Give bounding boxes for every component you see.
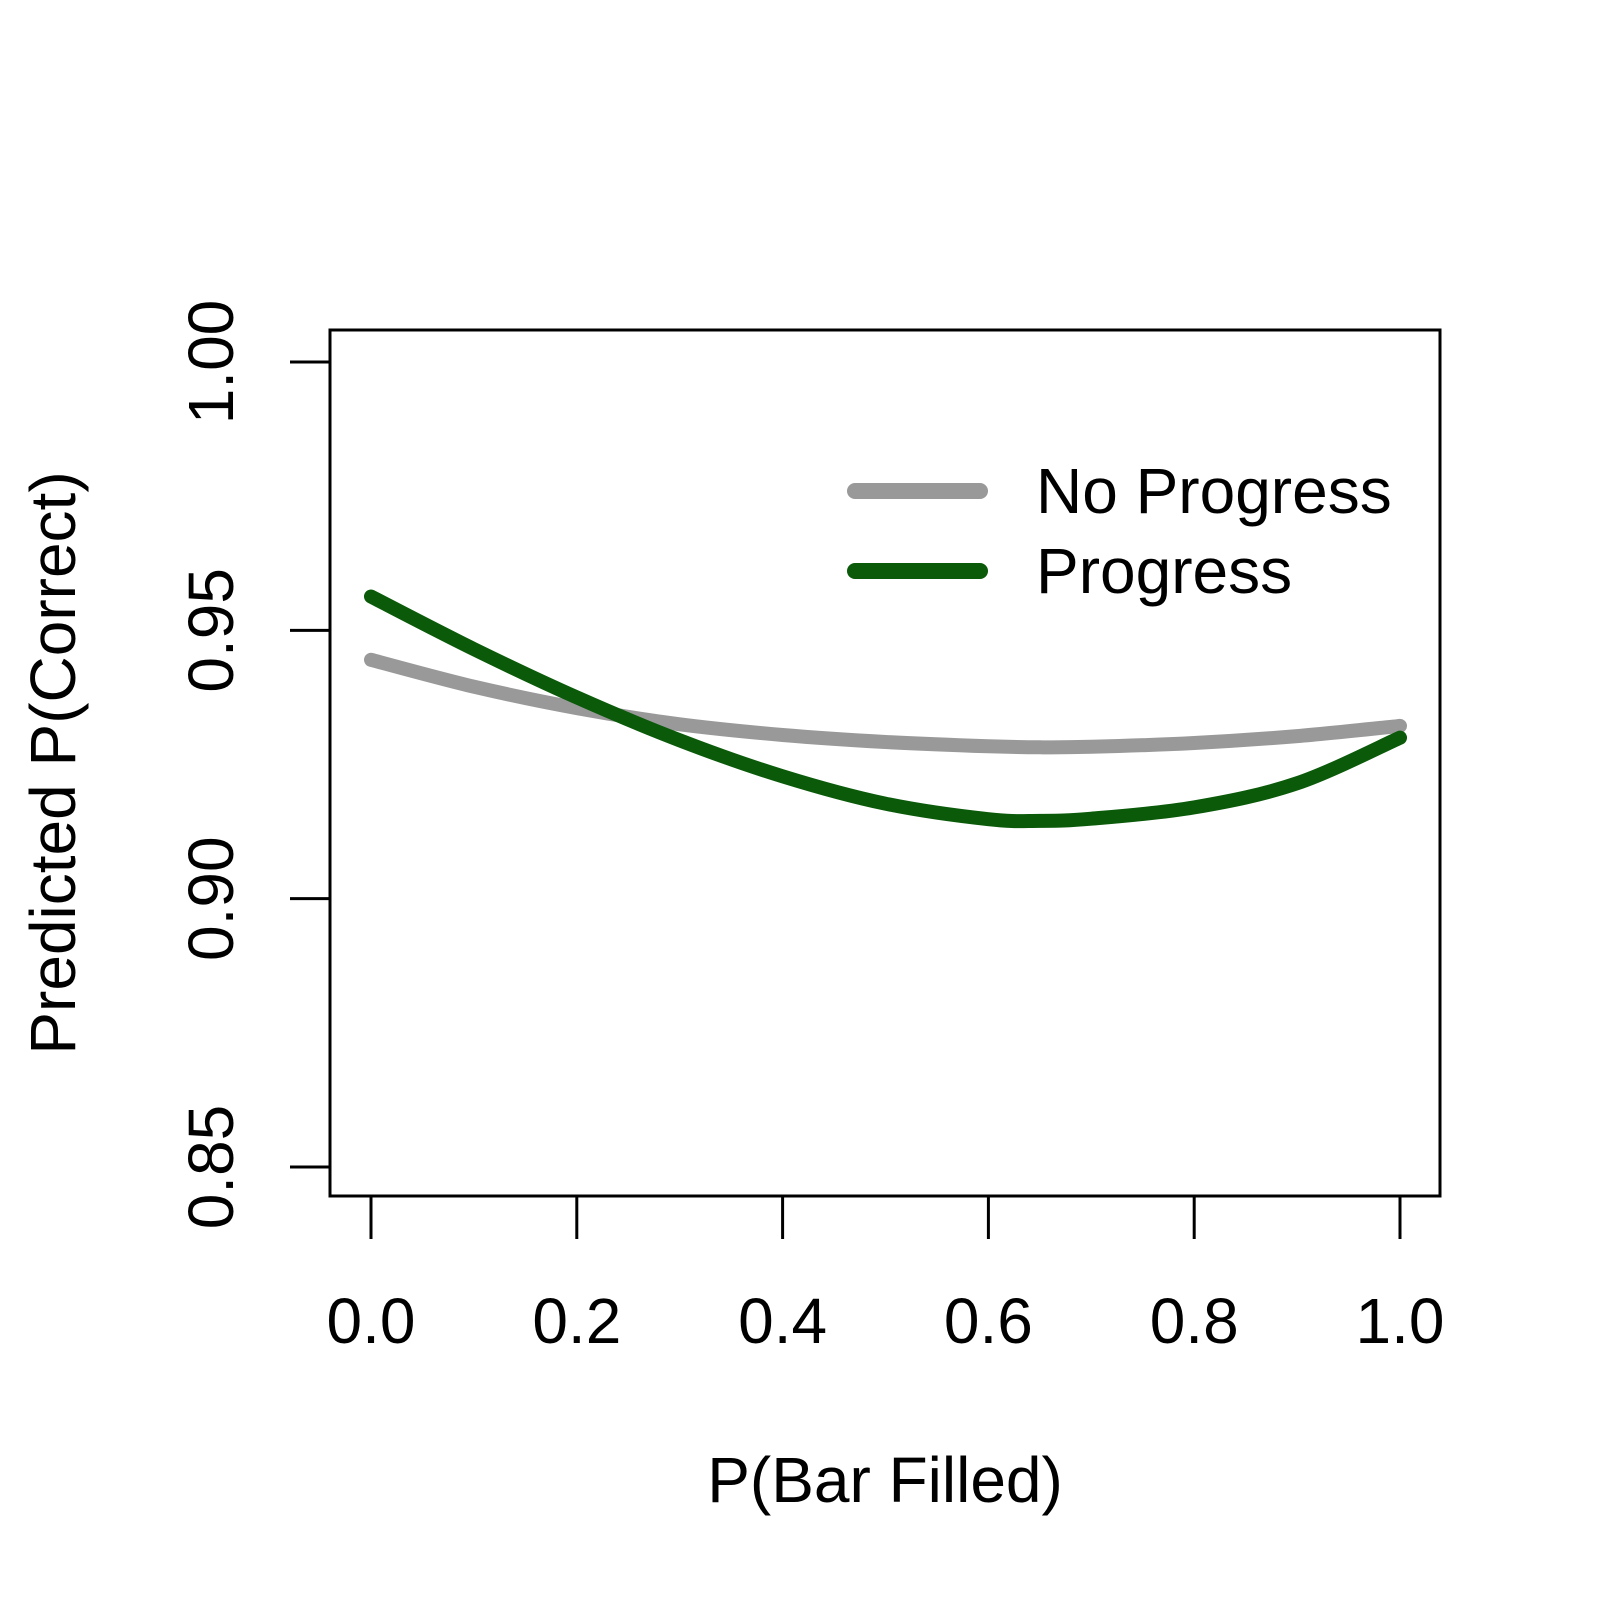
legend-label-progress: Progress (1036, 535, 1292, 607)
legend: No Progress Progress (847, 455, 1392, 607)
x-tick-label: 0.8 (1150, 1285, 1239, 1357)
series-layer (364, 589, 1407, 829)
y-axis-title: Predicted P(Correct) (17, 471, 89, 1054)
y-tick-label: 0.85 (175, 1105, 247, 1230)
y-axis: 0.85 0.90 0.95 1.00 (175, 300, 330, 1230)
x-tick-label: 0.6 (944, 1285, 1033, 1357)
y-tick-label: 1.00 (175, 300, 247, 425)
x-tick-label: 0.2 (532, 1285, 621, 1357)
x-axis-title: P(Bar Filled) (707, 1444, 1063, 1516)
x-tick-label: 1.0 (1356, 1285, 1445, 1357)
legend-label-no-progress: No Progress (1036, 455, 1392, 527)
x-tick-label: 0.4 (738, 1285, 827, 1357)
y-tick-label: 0.95 (175, 568, 247, 693)
y-tick-label: 0.90 (175, 836, 247, 961)
plot-frame (328, 328, 1442, 1198)
x-axis: 0.0 0.2 0.4 0.6 0.8 1.0 (327, 1196, 1445, 1357)
series-line-no-progress (364, 652, 1407, 755)
x-tick-label: 0.0 (327, 1285, 416, 1357)
series-line-progress (364, 589, 1407, 829)
